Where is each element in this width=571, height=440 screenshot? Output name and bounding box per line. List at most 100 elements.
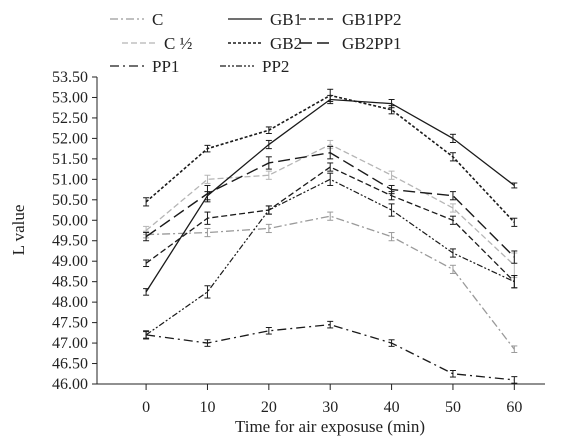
x-tick-label: 0 <box>142 399 150 416</box>
error-bar <box>204 211 211 225</box>
legend-label: GB2PP1 <box>342 34 402 53</box>
legend-label: GB1 <box>270 10 302 29</box>
series-line <box>146 323 515 381</box>
x-tick-label: 20 <box>261 399 277 416</box>
series-line <box>146 215 515 350</box>
y-tick-label: 47.50 <box>52 315 88 332</box>
series-c- <box>143 139 518 279</box>
error-bar <box>388 232 395 242</box>
series-line <box>145 98 515 293</box>
error-bar <box>388 170 395 180</box>
legend-label: C ½ <box>164 34 193 53</box>
x-tick-label: 40 <box>384 399 400 416</box>
error-bar <box>388 105 395 115</box>
error-bar <box>511 182 518 189</box>
error-bar <box>143 288 150 296</box>
legend-item: PP2 <box>220 57 289 76</box>
y-tick-label: 52.00 <box>52 130 88 147</box>
legend: CC ½ PP1 GB1 GB2 PP2 GB1PP2 GB2PP1 <box>110 10 402 76</box>
series-gb2 <box>143 88 518 227</box>
x-tick-label: 50 <box>445 399 461 416</box>
error-bar <box>204 227 211 238</box>
error-bar <box>449 248 456 258</box>
y-tick-label: 53.00 <box>52 89 88 106</box>
error-bar <box>327 172 334 186</box>
error-bar <box>449 203 456 213</box>
y-tick-label: 46.50 <box>52 356 88 373</box>
legend-item: PP1 <box>110 57 179 76</box>
y-tick-label: 50.00 <box>52 212 88 229</box>
error-bar <box>388 203 395 217</box>
plot-area <box>143 88 518 384</box>
legend-item: GB2PP1 <box>300 34 402 53</box>
error-bar <box>511 250 518 264</box>
error-bar <box>265 223 272 234</box>
error-bar <box>449 369 456 378</box>
y-tick-label: 49.50 <box>52 233 88 250</box>
y-tick-label: 50.50 <box>52 192 88 209</box>
axes: 46.00 46.50 47.00 47.50 48.00 48.50 49.00 49.50… <box>9 69 545 436</box>
legend-item: GB1PP2 <box>300 10 402 29</box>
legend-item: GB1 <box>228 10 302 29</box>
x-axis-label: Time for air exposuse (min) <box>235 417 425 436</box>
y-tick-label: 51.00 <box>52 171 88 188</box>
error-bar <box>327 88 334 103</box>
legend-label: PP2 <box>262 57 289 76</box>
error-bar <box>143 259 150 268</box>
y-tick-label: 52.50 <box>52 110 88 127</box>
x-tick-label: 60 <box>506 399 522 416</box>
error-bar <box>449 215 456 225</box>
legend-item: C ½ <box>122 34 193 53</box>
error-bar <box>388 184 395 195</box>
error-bar <box>204 144 211 153</box>
legend-label: GB1PP2 <box>342 10 402 29</box>
error-bar <box>327 320 334 329</box>
series-gb1pp2 <box>143 162 518 289</box>
error-bar <box>449 133 456 143</box>
error-bar <box>265 139 272 150</box>
error-bar <box>143 330 150 340</box>
error-bar <box>511 345 518 353</box>
y-tick-label: 47.00 <box>52 335 88 352</box>
legend-item: C <box>110 10 163 29</box>
error-bar <box>265 327 272 335</box>
legend-label: GB2 <box>270 34 302 53</box>
series-gb1 <box>143 94 518 296</box>
error-bar <box>265 205 272 215</box>
error-bar <box>327 211 334 221</box>
error-bar <box>511 376 518 384</box>
x-tick-label: 30 <box>322 399 338 416</box>
series-pp1 <box>143 320 518 384</box>
error-bar <box>327 146 334 160</box>
error-bar <box>204 184 211 203</box>
y-tick-label: 53.50 <box>52 69 88 86</box>
error-bar <box>265 156 272 170</box>
x-tick-label: 10 <box>199 399 215 416</box>
error-bar <box>388 339 395 347</box>
y-axis-label: L value <box>9 205 28 256</box>
series-pp2 <box>143 172 518 340</box>
error-bar <box>143 197 150 207</box>
error-bar <box>511 275 518 289</box>
y-ticks: 46.00 46.50 47.00 47.50 48.00 48.50 49.00 49.50… <box>52 69 97 393</box>
legend-item: GB2 <box>228 34 302 53</box>
error-bar <box>449 191 456 201</box>
legend-label: PP1 <box>152 57 179 76</box>
x-ticks: 0 10 20 30 40 50 60 <box>142 384 522 416</box>
error-bar <box>449 152 456 162</box>
error-bar <box>204 285 211 299</box>
y-tick-label: 48.00 <box>52 294 88 311</box>
error-bar <box>327 162 334 172</box>
y-tick-label: 48.50 <box>52 274 88 291</box>
error-bar <box>204 339 211 347</box>
y-tick-label: 51.50 <box>52 151 88 168</box>
error-bar <box>265 126 272 134</box>
series-gb2pp1 <box>143 146 518 264</box>
error-bar <box>449 264 456 274</box>
error-bar <box>265 170 272 180</box>
series-c <box>143 211 518 353</box>
error-bar <box>511 217 518 227</box>
legend-label: C <box>152 10 163 29</box>
error-bar <box>204 174 211 184</box>
